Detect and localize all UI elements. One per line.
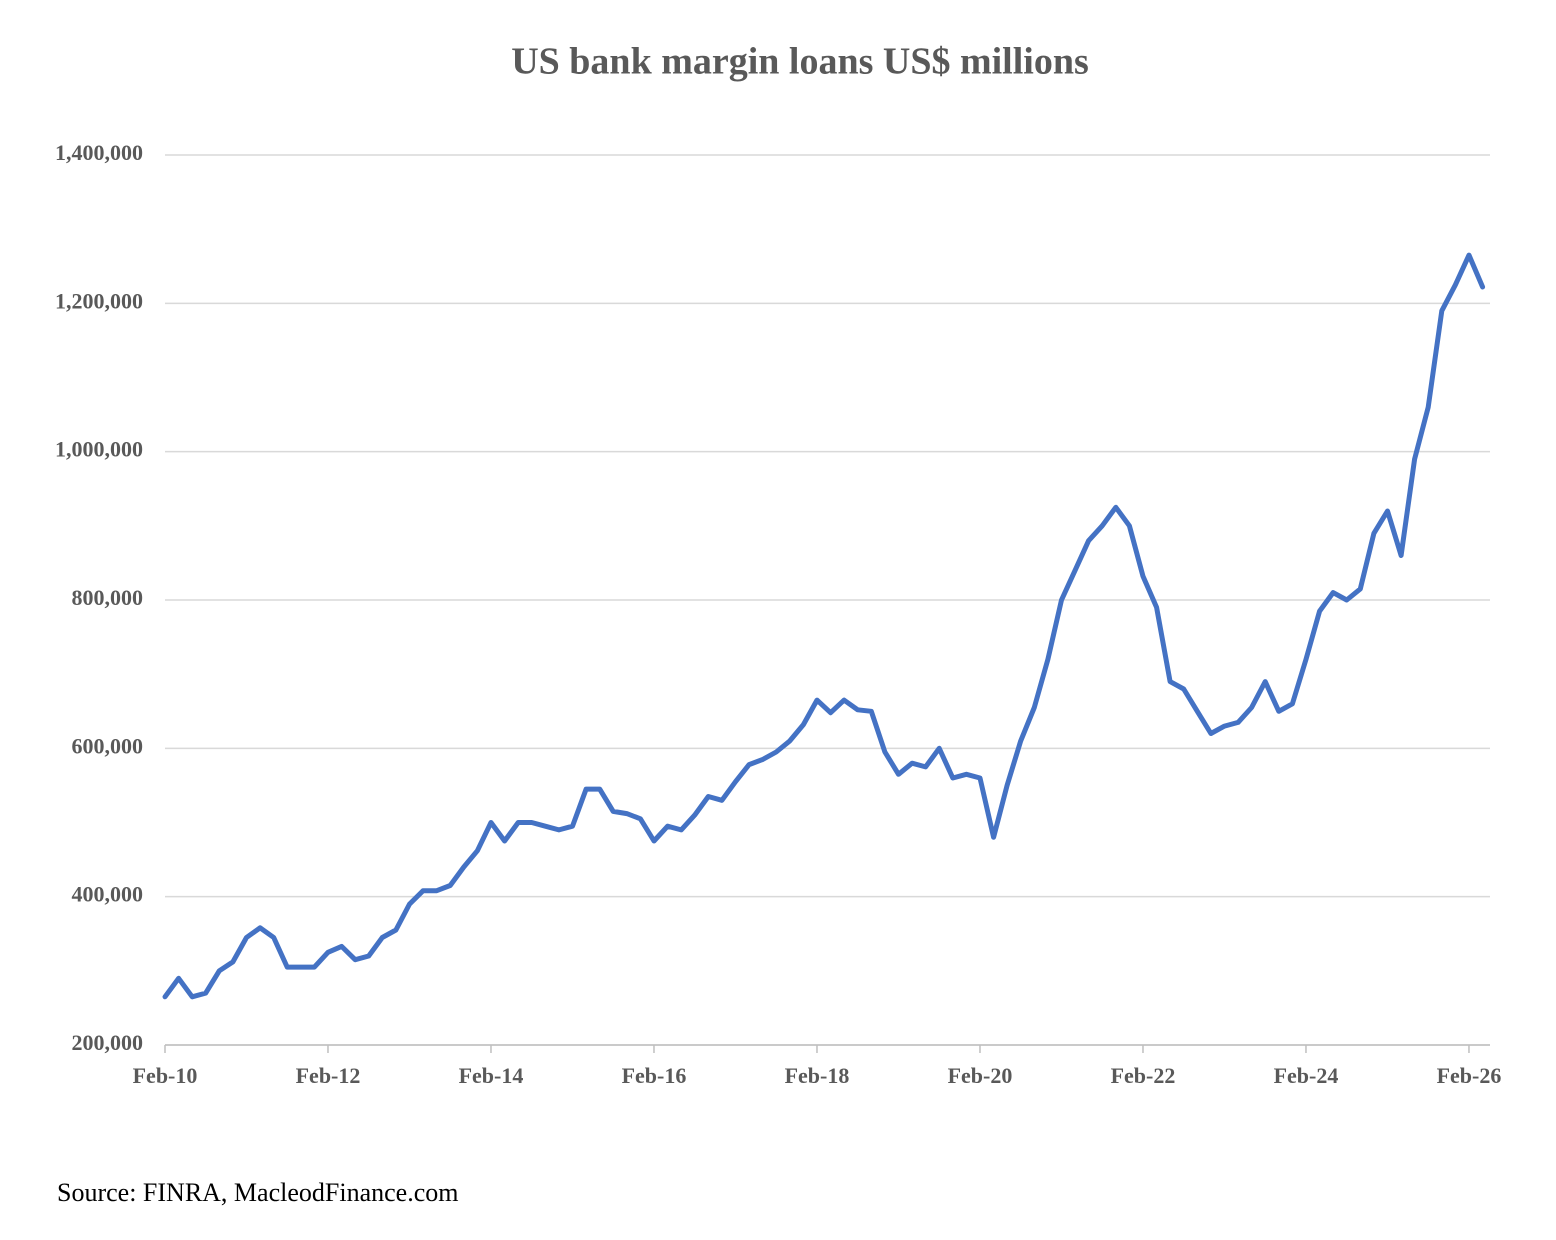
x-tick-label: Feb-10: [133, 1063, 198, 1088]
x-tick-label: Feb-20: [948, 1063, 1013, 1088]
x-tick-label: Feb-16: [622, 1063, 687, 1088]
x-tick-label: Feb-18: [785, 1063, 850, 1088]
y-tick-label: 600,000: [72, 733, 144, 758]
data-line: [162, 252, 1486, 1000]
y-tick-label: 1,400,000: [55, 140, 143, 165]
y-tick-label: 1,000,000: [55, 437, 143, 462]
y-tick-label: 1,200,000: [55, 288, 143, 313]
x-tick-label: Feb-12: [296, 1063, 361, 1088]
y-tick-label: 800,000: [72, 585, 144, 610]
y-tick-label: 400,000: [72, 882, 144, 907]
source-note: Source: FINRA, MacleodFinance.com: [57, 1178, 458, 1207]
chart-title: US bank margin loans US$ millions: [511, 41, 1089, 83]
y-tick-label: 200,000: [72, 1030, 144, 1055]
x-tick-label: Feb-22: [1111, 1063, 1176, 1088]
x-tick-label: Feb-24: [1274, 1063, 1339, 1088]
x-tick-label: Feb-26: [1437, 1063, 1502, 1088]
x-tick-label: Feb-14: [459, 1063, 524, 1088]
